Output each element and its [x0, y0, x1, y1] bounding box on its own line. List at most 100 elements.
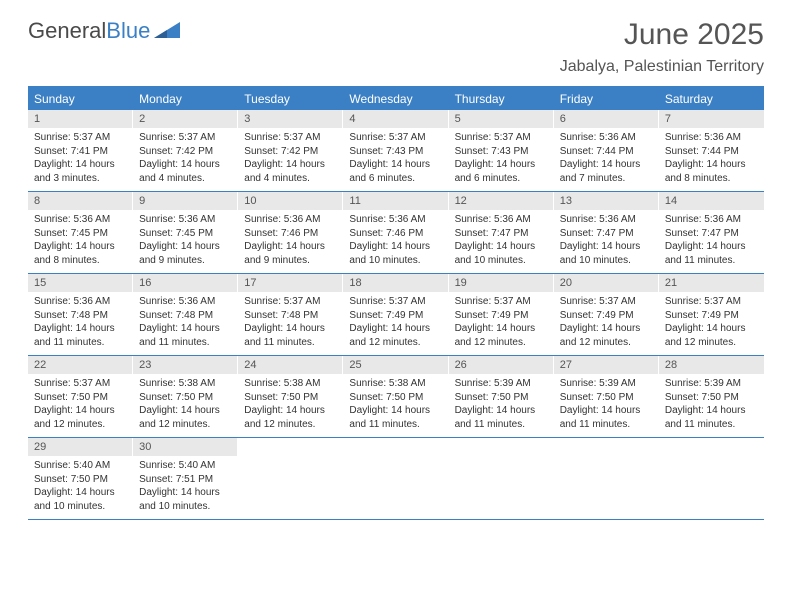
- logo-triangle-icon: [154, 18, 180, 44]
- day-number: 9: [133, 192, 238, 210]
- day-number: 4: [343, 110, 448, 128]
- daylight-line: Daylight: 14 hours and 12 minutes.: [665, 322, 758, 349]
- sunrise-line: Sunrise: 5:36 AM: [139, 213, 232, 227]
- daylight-line: Daylight: 14 hours and 11 minutes.: [665, 404, 758, 431]
- sunrise-line: Sunrise: 5:39 AM: [560, 377, 653, 391]
- day-number: 29: [28, 438, 133, 456]
- day-details: Sunrise: 5:37 AMSunset: 7:49 PMDaylight:…: [449, 292, 554, 349]
- calendar-cell: 16Sunrise: 5:36 AMSunset: 7:48 PMDayligh…: [133, 274, 238, 355]
- calendar-cell: 17Sunrise: 5:37 AMSunset: 7:48 PMDayligh…: [238, 274, 343, 355]
- daylight-line: Daylight: 14 hours and 4 minutes.: [244, 158, 337, 185]
- sunrise-line: Sunrise: 5:40 AM: [34, 459, 127, 473]
- day-details: Sunrise: 5:36 AMSunset: 7:47 PMDaylight:…: [449, 210, 554, 267]
- day-number: 26: [449, 356, 554, 374]
- sunset-line: Sunset: 7:45 PM: [139, 227, 232, 241]
- day-header-sat: Saturday: [659, 88, 764, 110]
- sunrise-line: Sunrise: 5:37 AM: [139, 131, 232, 145]
- daylight-line: Daylight: 14 hours and 7 minutes.: [560, 158, 653, 185]
- day-number: 24: [238, 356, 343, 374]
- sunset-line: Sunset: 7:50 PM: [560, 391, 653, 405]
- daylight-line: Daylight: 14 hours and 6 minutes.: [349, 158, 442, 185]
- daylight-line: Daylight: 14 hours and 12 minutes.: [349, 322, 442, 349]
- daylight-line: Daylight: 14 hours and 11 minutes.: [34, 322, 127, 349]
- daylight-line: Daylight: 14 hours and 9 minutes.: [139, 240, 232, 267]
- sunset-line: Sunset: 7:50 PM: [665, 391, 758, 405]
- sunrise-line: Sunrise: 5:37 AM: [349, 131, 442, 145]
- sunset-line: Sunset: 7:48 PM: [34, 309, 127, 323]
- daylight-line: Daylight: 14 hours and 11 minutes.: [560, 404, 653, 431]
- sunset-line: Sunset: 7:47 PM: [560, 227, 653, 241]
- day-details: Sunrise: 5:37 AMSunset: 7:48 PMDaylight:…: [238, 292, 343, 349]
- sunset-line: Sunset: 7:46 PM: [349, 227, 442, 241]
- calendar-body: 1Sunrise: 5:37 AMSunset: 7:41 PMDaylight…: [28, 110, 764, 520]
- calendar-cell: 10Sunrise: 5:36 AMSunset: 7:46 PMDayligh…: [238, 192, 343, 273]
- daylight-line: Daylight: 14 hours and 4 minutes.: [139, 158, 232, 185]
- day-details: Sunrise: 5:38 AMSunset: 7:50 PMDaylight:…: [133, 374, 238, 431]
- day-number: 16: [133, 274, 238, 292]
- sunrise-line: Sunrise: 5:37 AM: [34, 377, 127, 391]
- daylight-line: Daylight: 14 hours and 12 minutes.: [455, 322, 548, 349]
- calendar-cell: 21 Sunrise: 5:37 AMSunset: 7:49 PMDayligh…: [659, 274, 764, 355]
- calendar-cell: 6Sunrise: 5:36 AMSunset: 7:44 PMDaylight…: [554, 110, 659, 191]
- calendar-cell: [449, 438, 554, 519]
- daylight-line: Daylight: 14 hours and 10 minutes.: [560, 240, 653, 267]
- day-header-sun: Sunday: [28, 88, 133, 110]
- day-details: Sunrise: 5:37 AMSunset: 7:43 PMDaylight:…: [343, 128, 448, 185]
- calendar-week: 22Sunrise: 5:37 AMSunset: 7:50 PMDayligh…: [28, 356, 764, 438]
- sunrise-line: Sunrise: 5:40 AM: [139, 459, 232, 473]
- sunrise-line: Sunrise: 5:36 AM: [560, 213, 653, 227]
- sunrise-line: Sunrise: 5:37 AM: [455, 131, 548, 145]
- daylight-line: Daylight: 14 hours and 3 minutes.: [34, 158, 127, 185]
- sunrise-line: Sunrise: 5:36 AM: [139, 295, 232, 309]
- sunset-line: Sunset: 7:44 PM: [560, 145, 653, 159]
- day-header-mon: Monday: [133, 88, 238, 110]
- calendar-cell: 9 Sunrise: 5:36 AMSunset: 7:45 PMDaylight…: [133, 192, 238, 273]
- calendar-cell: 19Sunrise: 5:37 AMSunset: 7:49 PMDayligh…: [449, 274, 554, 355]
- sunset-line: Sunset: 7:46 PM: [244, 227, 337, 241]
- sunset-line: Sunset: 7:49 PM: [455, 309, 548, 323]
- day-details: Sunrise: 5:38 AMSunset: 7:50 PMDaylight:…: [343, 374, 448, 431]
- calendar-week: 29Sunrise: 5:40 AMSunset: 7:50 PMDayligh…: [28, 438, 764, 520]
- daylight-line: Daylight: 14 hours and 12 minutes.: [34, 404, 127, 431]
- calendar-cell: 22Sunrise: 5:37 AMSunset: 7:50 PMDayligh…: [28, 356, 133, 437]
- calendar-cell: 15Sunrise: 5:36 AMSunset: 7:48 PMDayligh…: [28, 274, 133, 355]
- day-number: 1: [28, 110, 133, 128]
- sunset-line: Sunset: 7:50 PM: [34, 391, 127, 405]
- sunset-line: Sunset: 7:43 PM: [455, 145, 548, 159]
- daylight-line: Daylight: 14 hours and 8 minutes.: [665, 158, 758, 185]
- sunset-line: Sunset: 7:51 PM: [139, 473, 232, 487]
- day-details: Sunrise: 5:39 AMSunset: 7:50 PMDaylight:…: [449, 374, 554, 431]
- day-details: Sunrise: 5:37 AMSunset: 7:42 PMDaylight:…: [133, 128, 238, 185]
- day-details: Sunrise: 5:37 AMSunset: 7:49 PMDaylight:…: [343, 292, 448, 349]
- sunset-line: Sunset: 7:50 PM: [244, 391, 337, 405]
- calendar-cell: 24Sunrise: 5:38 AMSunset: 7:50 PMDayligh…: [238, 356, 343, 437]
- day-number: 2: [133, 110, 238, 128]
- day-number: 21: [659, 274, 764, 292]
- calendar-week: 15Sunrise: 5:36 AMSunset: 7:48 PMDayligh…: [28, 274, 764, 356]
- calendar-cell: 5Sunrise: 5:37 AMSunset: 7:43 PMDaylight…: [449, 110, 554, 191]
- calendar-cell: 23Sunrise: 5:38 AMSunset: 7:50 PMDayligh…: [133, 356, 238, 437]
- day-details: Sunrise: 5:37 AMSunset: 7:50 PMDaylight:…: [28, 374, 133, 431]
- sunset-line: Sunset: 7:50 PM: [349, 391, 442, 405]
- sunrise-line: Sunrise: 5:37 AM: [665, 295, 758, 309]
- day-details: Sunrise: 5:36 AMSunset: 7:47 PMDaylight:…: [659, 210, 764, 267]
- day-number: 11: [343, 192, 448, 210]
- calendar-cell: [554, 438, 659, 519]
- location-text: Jabalya, Palestinian Territory: [560, 58, 764, 76]
- daylight-line: Daylight: 14 hours and 12 minutes.: [244, 404, 337, 431]
- calendar-cell: 13Sunrise: 5:36 AMSunset: 7:47 PMDayligh…: [554, 192, 659, 273]
- daylight-line: Daylight: 14 hours and 12 minutes.: [139, 404, 232, 431]
- sunset-line: Sunset: 7:49 PM: [665, 309, 758, 323]
- sunset-line: Sunset: 7:45 PM: [34, 227, 127, 241]
- daylight-line: Daylight: 14 hours and 10 minutes.: [455, 240, 548, 267]
- day-header-tue: Tuesday: [238, 88, 343, 110]
- sunset-line: Sunset: 7:42 PM: [244, 145, 337, 159]
- sunrise-line: Sunrise: 5:39 AM: [665, 377, 758, 391]
- sunrise-line: Sunrise: 5:36 AM: [665, 213, 758, 227]
- sunrise-line: Sunrise: 5:37 AM: [455, 295, 548, 309]
- header: GeneralBlue June 2025 Jabalya, Palestini…: [0, 0, 792, 76]
- day-number: 15: [28, 274, 133, 292]
- sunset-line: Sunset: 7:50 PM: [34, 473, 127, 487]
- day-header-row: Sunday Monday Tuesday Wednesday Thursday…: [28, 88, 764, 110]
- day-header-wed: Wednesday: [343, 88, 448, 110]
